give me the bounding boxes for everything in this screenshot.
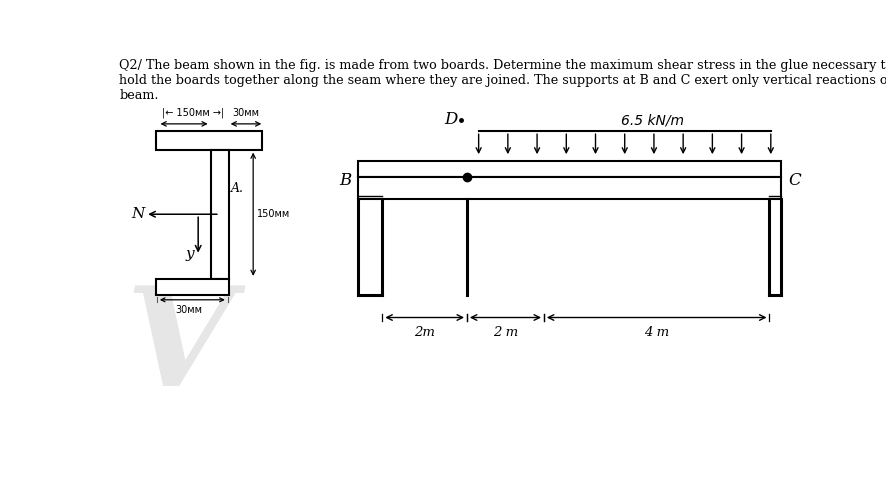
Text: Q2/ The beam shown in the fig. is made from two boards. Determine the maximum sh: Q2/ The beam shown in the fig. is made f…: [119, 59, 886, 72]
Text: D: D: [444, 111, 457, 127]
Text: 2m: 2m: [414, 326, 435, 339]
Text: 150мм: 150мм: [256, 209, 290, 219]
Text: 2 m: 2 m: [493, 326, 517, 339]
Text: V: V: [126, 281, 233, 415]
Bar: [155, 279, 229, 296]
Text: beam.: beam.: [119, 89, 159, 102]
Text: 4 m: 4 m: [643, 326, 669, 339]
Text: N: N: [131, 207, 145, 221]
Text: 30мм: 30мм: [232, 108, 259, 118]
Text: B: B: [338, 171, 351, 189]
Text: |← 150мм →|: |← 150мм →|: [161, 107, 224, 118]
Text: 6.5 kN/m: 6.5 kN/m: [620, 114, 683, 127]
Bar: [155, 131, 262, 150]
Text: 30мм: 30мм: [175, 305, 202, 315]
Text: hold the boards together along the seam where they are joined. The supports at B: hold the boards together along the seam …: [119, 74, 886, 87]
Bar: [210, 150, 229, 279]
Bar: [358, 161, 781, 177]
Text: A.: A.: [231, 182, 244, 195]
Bar: [358, 177, 781, 199]
Text: C: C: [787, 171, 800, 189]
Text: y: y: [185, 247, 194, 261]
